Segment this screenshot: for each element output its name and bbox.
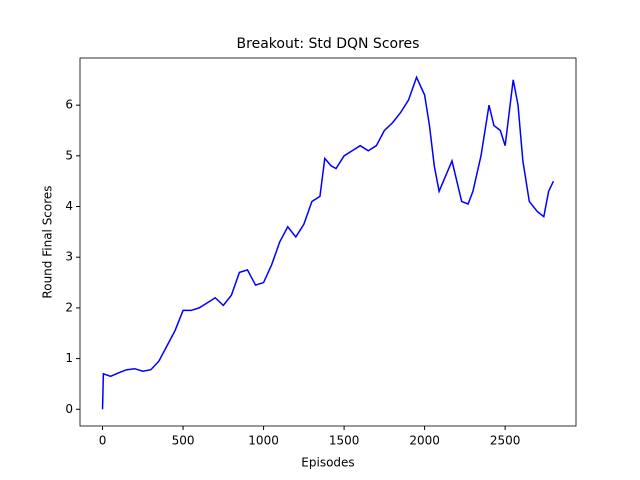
y-tick-label: 0 (65, 402, 73, 416)
y-axis-label: Round Final Scores (41, 185, 55, 298)
y-tick-label: 5 (65, 148, 73, 162)
y-tick-label: 1 (65, 351, 73, 365)
x-tick-label: 500 (172, 434, 195, 448)
y-tick-label: 3 (65, 250, 73, 264)
chart-title: Breakout: Std DQN Scores (237, 36, 420, 52)
x-tick-label: 0 (99, 434, 107, 448)
x-tick-label: 1000 (248, 434, 279, 448)
x-tick-label: 1500 (329, 434, 360, 448)
y-tick-label: 6 (65, 98, 73, 112)
axes-frame (79, 57, 577, 427)
line-series (101, 75, 555, 410)
x-tick-label: 2000 (409, 434, 440, 448)
x-tick-label: 2500 (490, 434, 521, 448)
y-tick-label: 2 (65, 300, 73, 314)
x-axis-label: Episodes (301, 456, 354, 470)
y-tick-label: 4 (65, 199, 73, 213)
